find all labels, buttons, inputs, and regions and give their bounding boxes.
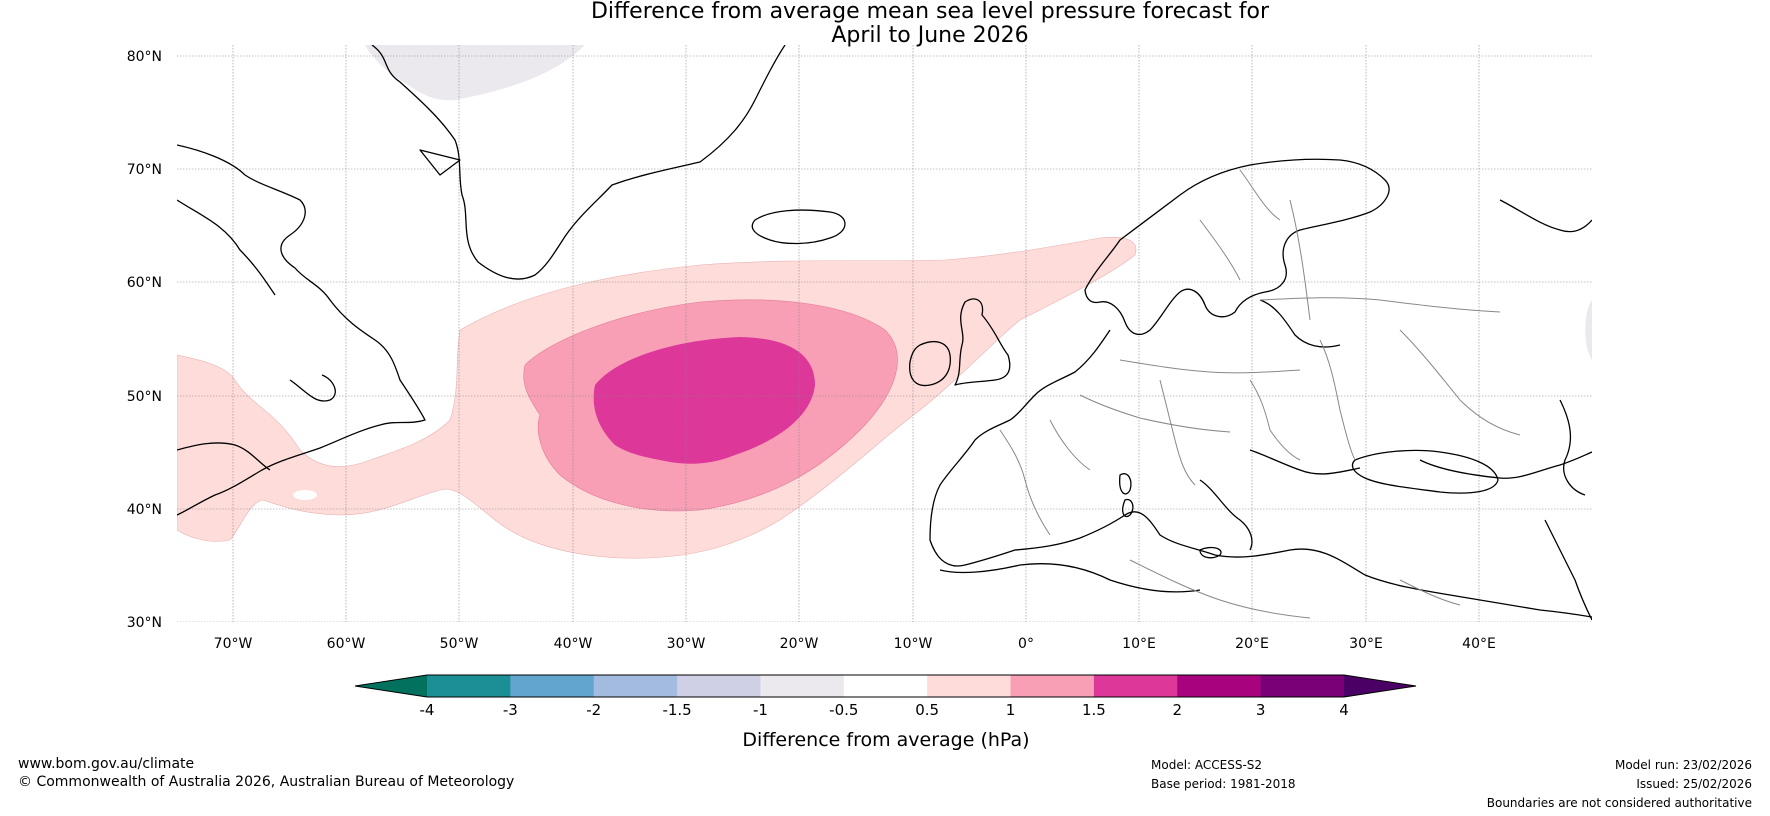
lat-label-30: 30°N — [127, 615, 162, 631]
footer-left: www.bom.gov.au/climate © Commonwealth of… — [18, 755, 514, 791]
colorbar-title: Difference from average (hPa) — [742, 729, 1029, 751]
strong-positive-anomaly — [593, 337, 815, 464]
colorbar-segment — [593, 675, 678, 697]
colorbar-segment — [1093, 675, 1178, 697]
lon-label-40e: 40°E — [1462, 636, 1496, 652]
ireland-coast — [909, 341, 951, 387]
colorbar-tick-label: 4 — [1339, 701, 1349, 719]
colorbar-tick-label: -0.5 — [829, 701, 858, 719]
lat-label-40: 40°N — [127, 502, 162, 518]
colorbar-outline — [354, 674, 1417, 698]
base-period-text: Base period: 1981-2018 — [1151, 777, 1296, 791]
colorbar-segment — [677, 675, 761, 697]
title-line-1: Difference from average mean sea level p… — [590, 0, 1270, 24]
website-link[interactable]: www.bom.gov.au/climate — [18, 756, 195, 772]
lon-label-0: 0° — [1018, 636, 1034, 652]
colorbar-tick-label: 1 — [1006, 701, 1016, 719]
colorbar-segments — [427, 675, 1345, 697]
colorbar-tick-label: -2 — [586, 701, 601, 719]
footer-middle: Model: ACCESS-S2 Base period: 1981-2018 — [1151, 758, 1296, 792]
colorbar-under-arrow — [355, 675, 427, 697]
latitude-labels: 80°N 70°N 60°N 50°N 40°N 30°N — [127, 49, 162, 631]
lat-label-70: 70°N — [127, 162, 162, 178]
lon-label-60w: 60°W — [327, 636, 366, 652]
scandinavia-coast — [1084, 158, 1390, 336]
colorbar-tick-label: 3 — [1256, 701, 1266, 719]
lon-label-30e: 30°E — [1349, 636, 1383, 652]
colorbar-tick-label: 2 — [1172, 701, 1182, 719]
colorbar-segment — [1177, 675, 1262, 697]
lon-label-10e: 10°E — [1122, 636, 1156, 652]
coastlines — [177, 45, 1592, 621]
title-line-2: April to June 2026 — [831, 23, 1029, 48]
map-title: Difference from average mean sea level p… — [0, 0, 1770, 48]
longitude-labels: 70°W 60°W 50°W 40°W 30°W 20°W 10°W 0° 10… — [214, 636, 1496, 652]
colorbar: -4 -3 -2 -1.5 -1 -0.5 0.5 1 1.5 2 3 4 Difference fr… — [354, 674, 1417, 751]
lon-label-20w: 20°W — [780, 636, 819, 652]
lat-label-80: 80°N — [127, 49, 162, 65]
colorbar-tick-label: -3 — [503, 701, 518, 719]
country-borders — [999, 169, 1521, 619]
colorbar-segment — [843, 675, 928, 697]
colorbar-tick-label: -1 — [753, 701, 768, 719]
weak-negative-anomaly-east — [1585, 300, 1592, 360]
lon-label-10w: 10°W — [894, 636, 933, 652]
model-run-text: Model run: 23/02/2026 — [1614, 758, 1752, 772]
lon-label-50w: 50°W — [440, 636, 479, 652]
copyright-text: © Commonwealth of Australia 2026, Austra… — [18, 774, 515, 790]
colorbar-over-arrow — [1344, 675, 1416, 697]
lon-label-30w: 30°W — [667, 636, 706, 652]
lat-label-50: 50°N — [127, 389, 162, 405]
map-area — [177, 45, 1592, 622]
colorbar-segment — [927, 675, 1012, 697]
great-britain-coast — [954, 298, 1011, 386]
colorbar-segment — [1260, 675, 1345, 697]
iceland-coast — [751, 209, 846, 245]
lon-label-70w: 70°W — [214, 636, 253, 652]
lon-label-20e: 20°E — [1235, 636, 1269, 652]
colorbar-segment — [510, 675, 595, 697]
colorbar-segment — [760, 675, 845, 697]
issued-text: Issued: 25/02/2026 — [1636, 777, 1752, 791]
colorbar-labels: -4 -3 -2 -1.5 -1 -0.5 0.5 1 1.5 2 3 4 — [420, 701, 1349, 719]
disclaimer-text: Boundaries are not considered authoritat… — [1486, 796, 1752, 810]
weak-negative-anomaly — [365, 45, 585, 101]
colorbar-tick-label: -4 — [420, 701, 435, 719]
north-america-coast — [177, 144, 426, 516]
colorbar-tick-label: 1.5 — [1082, 701, 1106, 719]
lon-label-40w: 40°W — [554, 636, 593, 652]
footer-right: Model run: 23/02/2026 Issued: 25/02/2026… — [1487, 758, 1752, 811]
colorbar-tick-label: 0.5 — [915, 701, 939, 719]
lat-label-60: 60°N — [127, 275, 162, 291]
colorbar-segment — [1010, 675, 1095, 697]
colorbar-tick-label: -1.5 — [662, 701, 691, 719]
europe-coast — [929, 329, 1592, 618]
black-sea-coast — [1351, 449, 1499, 494]
gridlines — [177, 45, 1592, 622]
greenland-coast — [371, 45, 786, 280]
model-text: Model: ACCESS-S2 — [1151, 758, 1263, 772]
colorbar-segment — [427, 675, 511, 697]
